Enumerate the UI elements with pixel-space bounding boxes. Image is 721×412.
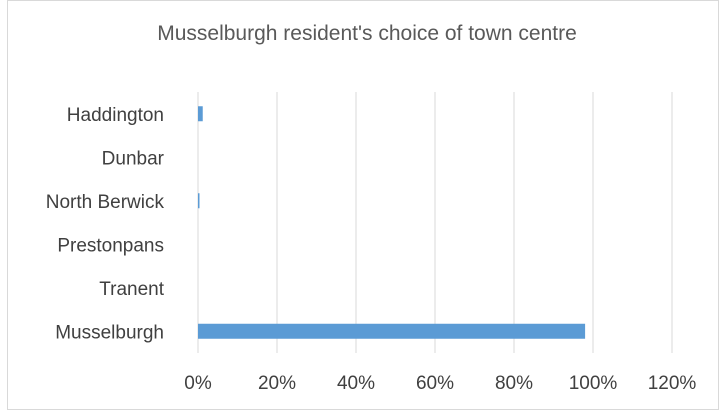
category-label: Tranent (99, 279, 164, 300)
x-tick-label: 100% (569, 373, 618, 394)
x-tick-label: 40% (337, 373, 375, 394)
x-tick-label: 0% (184, 373, 212, 394)
category-label: Haddington (67, 105, 164, 126)
x-tick-label: 120% (648, 373, 697, 394)
bar (198, 324, 585, 339)
category-label: Musselburgh (55, 322, 164, 343)
bars (198, 106, 585, 339)
x-tick-label: 80% (495, 373, 533, 394)
x-tick-label: 60% (416, 373, 454, 394)
category-labels: Musselburgh Tranent Prestonpans North Berwi… (46, 105, 165, 344)
category-label: Prestonpans (57, 235, 164, 256)
category-label: Dunbar (102, 148, 165, 169)
gridlines (198, 92, 672, 353)
bar (198, 106, 203, 121)
x-tick-label: 20% (258, 373, 296, 394)
chart-title: Musselburgh resident's choice of town ce… (157, 22, 577, 45)
category-label: North Berwick (46, 192, 165, 213)
bar (198, 193, 200, 208)
x-tick-labels: 0% 20% 40% 60% 80% 100% 120% (184, 373, 696, 394)
